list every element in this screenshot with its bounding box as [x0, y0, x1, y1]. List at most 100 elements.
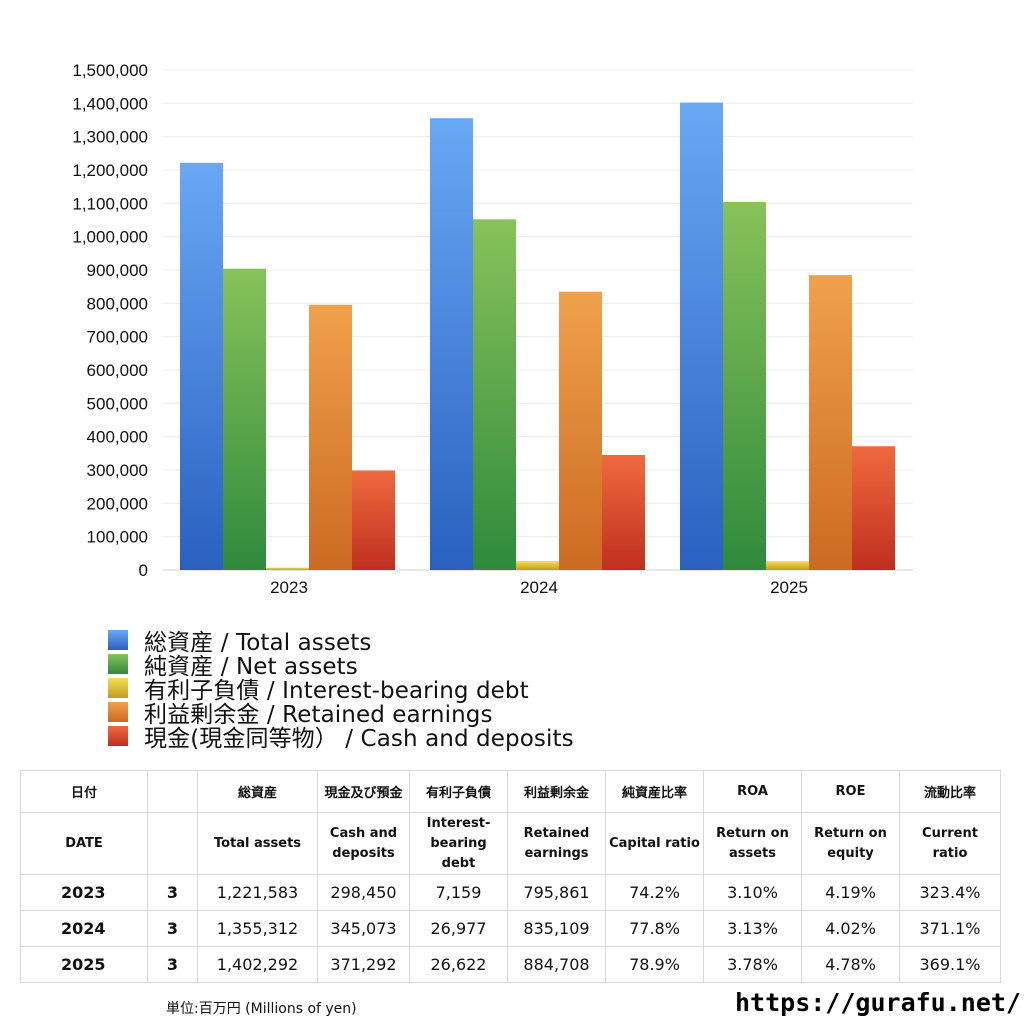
- y-tick-label: 500,000: [87, 394, 148, 413]
- current-ratio-cell: 323.4%: [899, 874, 1001, 911]
- table-header-ja: 日付 総資産 現金及び預金 有利子負債 利益剰余金 純資産比率 ROA ROE …: [20, 770, 1001, 813]
- bar: [223, 268, 266, 570]
- legend-swatch: [108, 726, 128, 746]
- bar: [309, 304, 352, 570]
- debt-cell: 7,159: [409, 874, 508, 911]
- cash-cell: 298,450: [317, 874, 410, 911]
- bar: [852, 446, 895, 570]
- header-cell: Interest-bearing debt: [409, 812, 508, 875]
- month-cell: 3: [147, 946, 198, 983]
- debt-cell: 26,977: [409, 910, 508, 947]
- legend-label: 有利子負債 / Interest-bearing debt: [144, 678, 529, 704]
- legend-swatch: [108, 630, 128, 650]
- legend-swatch: [108, 678, 128, 698]
- bar: [766, 561, 809, 570]
- y-tick-label: 1,300,000: [72, 128, 148, 147]
- legend-swatch: [108, 654, 128, 674]
- y-tick-label: 200,000: [87, 494, 148, 513]
- grid-lines: [163, 69, 913, 571]
- total-assets-cell: 1,402,292: [197, 946, 318, 983]
- month-cell: 3: [147, 874, 198, 911]
- bar: [266, 567, 309, 570]
- y-tick-label: 1,000,000: [72, 228, 148, 247]
- site-url: https://gurafu.net/: [735, 988, 1021, 1017]
- header-cell: 流動比率: [899, 770, 1001, 813]
- unit-note: 単位:百万円 (Millions of yen): [166, 1001, 357, 1017]
- total-assets-cell: 1,221,583: [197, 874, 318, 911]
- x-tick-label: 2025: [770, 578, 808, 597]
- x-tick-label: 2024: [520, 578, 558, 597]
- debt-cell: 26,622: [409, 946, 508, 983]
- bar: [473, 219, 516, 571]
- y-axis-ticks: 0 100,000 200,000 300,000 400,000 500,000 600,…: [72, 61, 148, 580]
- capital-ratio-cell: 78.9%: [605, 946, 704, 983]
- legend-label: 純資産 / Net assets: [144, 654, 358, 680]
- legend-item-net-assets: 純資産 / Net assets: [108, 652, 574, 680]
- roe-cell: 4.02%: [801, 910, 900, 947]
- y-tick-label: 100,000: [87, 528, 148, 547]
- y-tick-label: 1,500,000: [72, 61, 148, 80]
- header-cell: Cash and deposits: [317, 812, 410, 875]
- y-tick-label: 600,000: [87, 361, 148, 380]
- table-header-en: DATE Total assets Cash and deposits Inte…: [20, 812, 1001, 875]
- financial-table: 日付 総資産 現金及び預金 有利子負債 利益剰余金 純資産比率 ROA ROE …: [20, 770, 1001, 983]
- current-ratio-cell: 369.1%: [899, 946, 1001, 983]
- y-tick-label: 1,200,000: [72, 161, 148, 180]
- roa-cell: 3.10%: [703, 874, 802, 911]
- x-axis-ticks: 2023 2024 2025: [270, 578, 808, 597]
- header-cell: 日付: [20, 770, 148, 813]
- header-cell: DATE: [20, 812, 148, 875]
- header-cell: [147, 770, 198, 813]
- bar: [723, 202, 766, 570]
- table-row: 2025 3 1,402,292 371,292 26,622 884,708 …: [20, 946, 1001, 983]
- header-cell: Total assets: [197, 812, 318, 875]
- bar: [430, 118, 473, 570]
- legend-item-total-assets: 総資産 / Total assets: [108, 628, 574, 656]
- header-cell: 利益剰余金: [507, 770, 606, 813]
- table-row: 2024 3 1,355,312 345,073 26,977 835,109 …: [20, 910, 1001, 947]
- year-cell: 2024: [20, 910, 148, 947]
- y-tick-label: 900,000: [87, 261, 148, 280]
- bar: [180, 162, 223, 570]
- header-cell: ROE: [801, 770, 900, 813]
- roe-cell: 4.19%: [801, 874, 900, 911]
- header-cell: Retained earnings: [507, 812, 606, 875]
- header-cell: Capital ratio: [605, 812, 704, 875]
- bar: [352, 470, 395, 570]
- x-tick-label: 2023: [270, 578, 308, 597]
- capital-ratio-cell: 74.2%: [605, 874, 704, 911]
- header-cell: Current ratio: [899, 812, 1001, 875]
- capital-ratio-cell: 77.8%: [605, 910, 704, 947]
- y-tick-label: 400,000: [87, 428, 148, 447]
- bar: [559, 291, 602, 570]
- retained-cell: 835,109: [507, 910, 606, 947]
- y-tick-label: 1,400,000: [72, 94, 148, 113]
- month-cell: 3: [147, 910, 198, 947]
- y-tick-label: 700,000: [87, 328, 148, 347]
- header-cell: 総資産: [197, 770, 318, 813]
- bar: [680, 102, 723, 570]
- legend-item-retained-earnings: 利益剰余金 / Retained earnings: [108, 700, 574, 728]
- retained-cell: 884,708: [507, 946, 606, 983]
- roe-cell: 4.78%: [801, 946, 900, 983]
- legend-item-cash-and-deposits: 現金(現金同等物） / Cash and deposits: [108, 724, 574, 752]
- bars: [180, 102, 895, 571]
- chart-legend: 総資産 / Total assets 純資産 / Net assets 有利子負…: [108, 628, 574, 752]
- y-tick-label: 1,100,000: [72, 194, 148, 213]
- cash-cell: 345,073: [317, 910, 410, 947]
- roa-cell: 3.78%: [703, 946, 802, 983]
- header-cell: Return on equity: [801, 812, 900, 875]
- legend-label: 総資産 / Total assets: [144, 630, 372, 656]
- year-cell: 2025: [20, 946, 148, 983]
- bar: [602, 454, 645, 570]
- legend-label: 現金(現金同等物） / Cash and deposits: [144, 726, 574, 752]
- legend-swatch: [108, 702, 128, 722]
- header-cell: Return on assets: [703, 812, 802, 875]
- bar-chart: 0 100,000 200,000 300,000 400,000 500,000 600,…: [72, 61, 913, 597]
- retained-cell: 795,861: [507, 874, 606, 911]
- bar: [516, 561, 559, 570]
- header-cell: 現金及び預金: [317, 770, 410, 813]
- legend-label: 利益剰余金 / Retained earnings: [144, 702, 493, 728]
- bar: [809, 275, 852, 570]
- roa-cell: 3.13%: [703, 910, 802, 947]
